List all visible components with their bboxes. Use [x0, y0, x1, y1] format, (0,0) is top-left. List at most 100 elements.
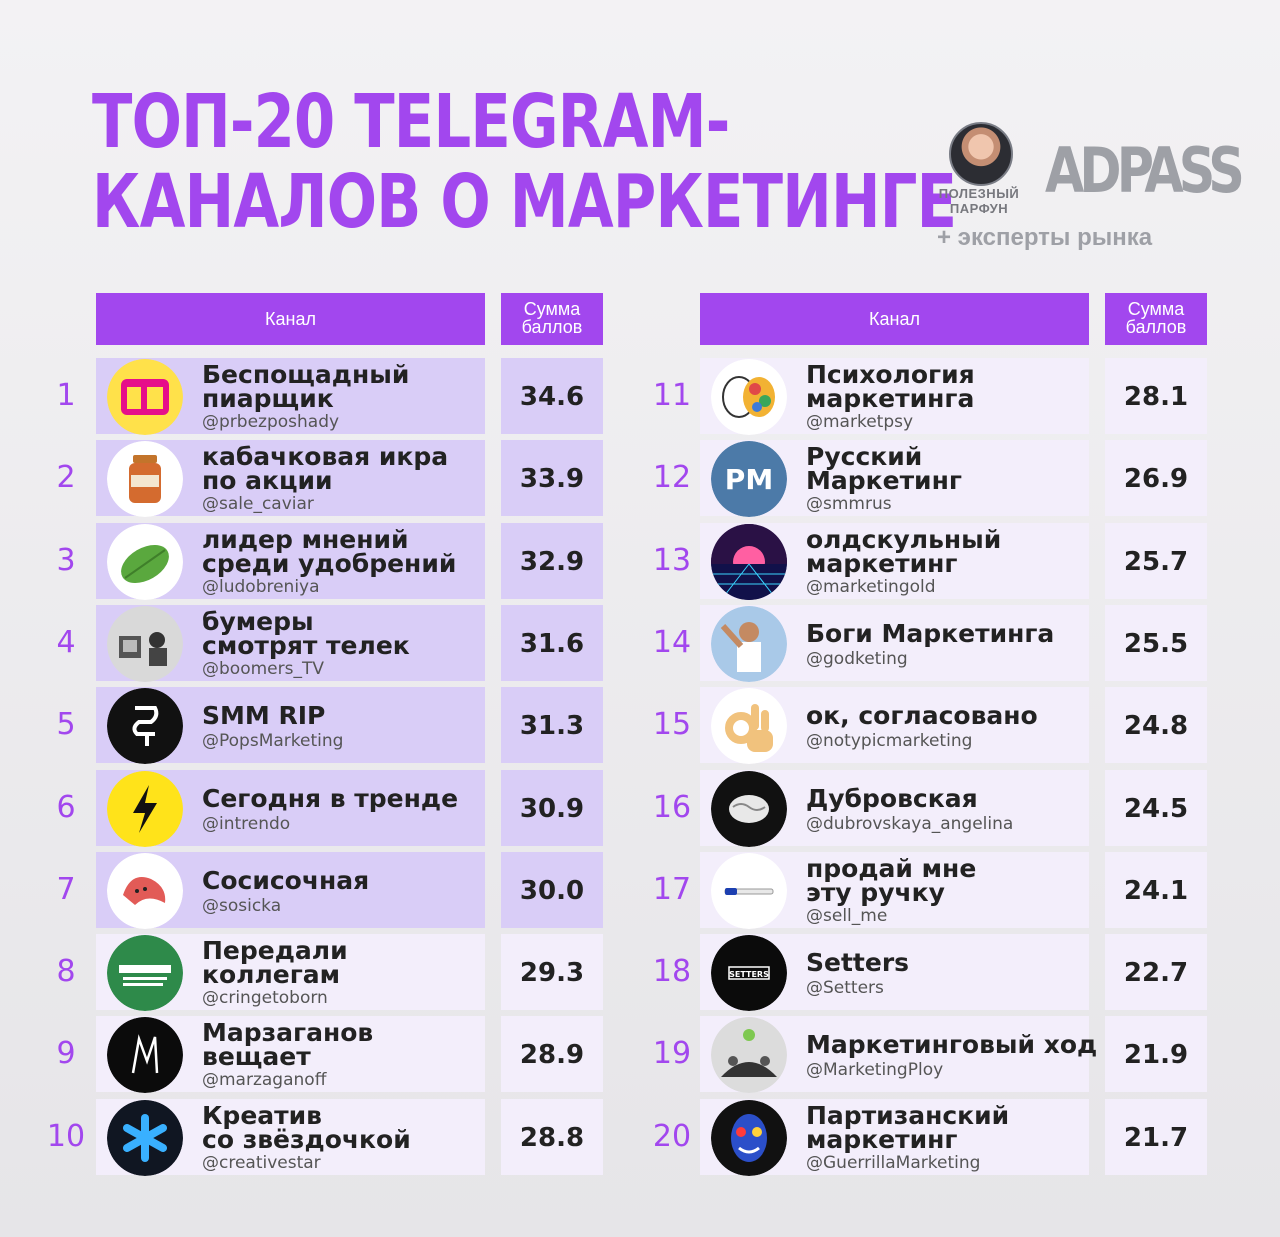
channel-handle[interactable]: @sosicka: [202, 895, 282, 916]
rank-number: 17: [652, 871, 692, 907]
channel-name: продай мне: [806, 853, 977, 883]
channel-handle[interactable]: @marketpsy: [806, 412, 914, 432]
channel-handle[interactable]: @sell_me: [806, 905, 888, 926]
channel-handle[interactable]: @MarketingPloy: [806, 1060, 944, 1081]
rank-number: 12: [652, 460, 692, 496]
channel-cell[interactable]: Дубровская @dubrovskaya_angelina: [700, 769, 1089, 847]
channel-handle[interactable]: @creativestar: [202, 1152, 321, 1173]
channel-cell[interactable]: SMM RIP @PopsMarketing: [96, 687, 485, 765]
channel-name: коллегам: [202, 960, 341, 990]
table-row: 16 Дубровская @dubrovskaya_angelina 24.5: [0, 769, 1280, 847]
rank-number: 16: [652, 789, 692, 825]
channel-cell[interactable]: Партизанский маркетинг @GuerrillaMarketing: [700, 1098, 1089, 1176]
table-row: 14 Боги Маркетинга @godketing 25.5: [0, 604, 1280, 682]
channel-handle[interactable]: @sale_caviar: [202, 494, 314, 515]
channel-name: Беспощадный: [202, 360, 410, 389]
channel-cell[interactable]: бумеры смотрят телек @boomers_TV: [96, 604, 485, 682]
channel-name: маркетинг: [806, 1124, 958, 1154]
channel-handle[interactable]: @ludobreniya: [202, 576, 320, 597]
pm-logo-icon-graphic: PM: [711, 441, 787, 518]
synthwave-sun-icon-graphic: [711, 523, 787, 600]
author-name: ПОЛЕЗНЫЙ ПАРФУН: [935, 186, 1023, 216]
sausage-icon: [107, 852, 183, 929]
score-value: 25.7: [1105, 522, 1207, 599]
channel-name: Сосисочная: [202, 865, 370, 895]
channel-cell[interactable]: PM Русский Маркетинг @smmrus: [700, 440, 1089, 518]
channel-cell[interactable]: Маркетинговый ход @MarketingPloy: [700, 1016, 1097, 1094]
channel-name: эту ручку: [806, 877, 945, 907]
setters-logo-icon-graphic: SETTERS: [711, 935, 787, 1012]
rank-number: 8: [56, 954, 76, 990]
colorful-brain-icon: [711, 359, 787, 435]
channel-cell[interactable]: Сегодня в тренде @intrendo: [96, 769, 485, 847]
channel-name: бумеры: [202, 606, 314, 636]
crowd-icon: [711, 1017, 787, 1094]
score-value: 25.5: [1105, 604, 1207, 681]
channel-cell[interactable]: Психология маркетинга @marketpsy: [700, 358, 1089, 435]
salt-bae-icon: [711, 605, 787, 682]
channel-name: Setters: [806, 948, 910, 978]
rank-number: 9: [56, 1036, 76, 1072]
page-title: ТОП-20 TELEGRAM- КАНАЛОВ О МАРКЕТИНГЕ: [92, 79, 957, 242]
brain-icon-graphic: [711, 770, 787, 847]
header-channel: Канал: [700, 293, 1089, 345]
channel-name: Психология: [806, 360, 975, 389]
bp-logo-icon: [107, 359, 183, 435]
crowd-icon-graphic: [711, 1017, 787, 1094]
score-value: 33.9: [501, 440, 603, 517]
rank-number: 1: [56, 378, 76, 413]
channel-cell[interactable]: Марзаганов вещает @marzaganoff: [96, 1016, 485, 1094]
channel-cell[interactable]: Передали коллегам @cringetoborn: [96, 934, 485, 1012]
channel-cell[interactable]: кабачковая икра по акции @sale_caviar: [96, 440, 485, 518]
score-value: 21.9: [1105, 1016, 1207, 1093]
channel-name: по акции: [202, 466, 333, 496]
svg-text:SETTERS: SETTERS: [729, 970, 769, 979]
channel-cell[interactable]: олдскульный маркетинг @marketingold: [700, 522, 1089, 600]
channel-handle[interactable]: @notypicmarketing: [806, 731, 973, 752]
channel-name: Дубровская: [806, 783, 978, 813]
rank-number: 5: [56, 707, 76, 743]
adpass-logo: ADPASS: [1045, 134, 1245, 207]
channel-cell[interactable]: Сосисочная @sosicka: [96, 851, 485, 929]
brain-icon: [711, 770, 787, 847]
channel-name: Сегодня в тренде: [202, 783, 459, 813]
channel-cell[interactable]: Боги Маркетинга @godketing: [700, 604, 1089, 682]
channel-handle[interactable]: @cringetoborn: [202, 988, 328, 1009]
channel-handle[interactable]: @intrendo: [202, 813, 291, 834]
setters-logo-icon: SETTERS: [711, 935, 787, 1012]
table-row: 11 Психология маркетинга @marketpsy 28.1: [0, 358, 1280, 435]
pen-icon: [711, 852, 787, 929]
synthwave-sun-icon: [711, 523, 787, 600]
rank-number: 10: [46, 1118, 86, 1154]
channel-cell[interactable]: Беспощадный пиарщик @prbezposhady: [96, 358, 485, 435]
table-row: 10 Креатив со звёздочкой @creativestar 28.8: [0, 1098, 1280, 1176]
channel-handle[interactable]: @smmrus: [806, 494, 892, 515]
rank-number: 2: [56, 460, 76, 496]
channel-handle[interactable]: @dubrovskaya_angelina: [806, 813, 1014, 834]
table-row: 13 олдскульный маркетинг @marketingold 25.7: [0, 522, 1280, 600]
channel-handle[interactable]: @prbezposhady: [202, 412, 340, 432]
channel-cell[interactable]: ок, согласовано @notypicmarketing: [700, 687, 1089, 765]
channel-handle[interactable]: @GuerrillaMarketing: [806, 1152, 981, 1173]
channel-name: Боги Маркетинга: [806, 618, 1055, 648]
channel-cell[interactable]: продай мне эту ручку @sell_me: [700, 851, 1089, 929]
channel-cell[interactable]: лидер мнений среди удобрений @ludobreniya: [96, 522, 485, 600]
rank-number: 6: [56, 789, 76, 825]
channel-name: пиарщик: [202, 384, 334, 413]
channel-handle[interactable]: @marketingold: [806, 576, 936, 597]
painted-face-icon: [711, 1099, 787, 1176]
title-line-1: ТОП-20 TELEGRAM-: [92, 79, 730, 165]
asterisk-icon-graphic: [107, 1099, 183, 1176]
leaf-icon-graphic: [107, 523, 183, 600]
channel-handle[interactable]: @Setters: [806, 978, 884, 999]
channel-handle[interactable]: @PopsMarketing: [202, 731, 344, 752]
channel-cell[interactable]: SETTERS Setters @Setters: [700, 934, 1089, 1012]
channel-cell[interactable]: Креатив со звёздочкой @creativestar: [96, 1098, 485, 1176]
table-row: 9 Марзаганов вещает @marzaganoff 28.9: [0, 1016, 1280, 1094]
channel-handle[interactable]: @boomers_TV: [202, 658, 324, 679]
channel-handle[interactable]: @godketing: [806, 648, 908, 669]
channel-handle[interactable]: @marzaganoff: [202, 1070, 327, 1091]
lightning-icon-graphic: [107, 770, 183, 847]
ok-hand-icon-graphic: [711, 688, 787, 765]
asterisk-icon: [107, 1099, 183, 1176]
